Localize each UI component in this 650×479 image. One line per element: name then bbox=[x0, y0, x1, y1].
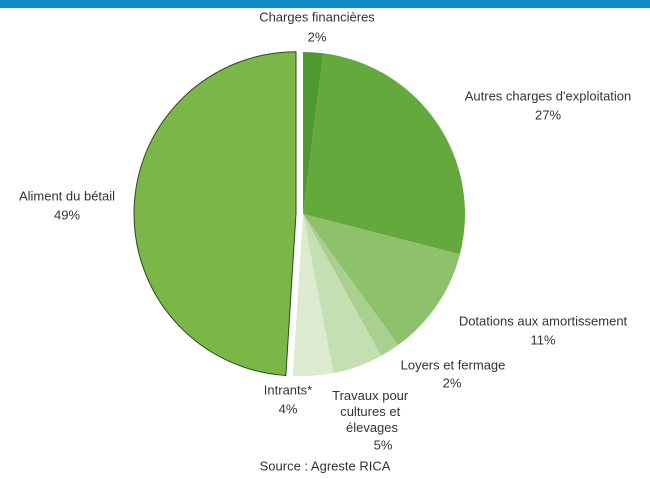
slice-value-label: 2% bbox=[308, 29, 327, 44]
slice-value-label: 4% bbox=[279, 401, 298, 416]
slice-value-label: 11% bbox=[530, 332, 555, 347]
pie-slice bbox=[303, 214, 382, 374]
pie-slice bbox=[292, 214, 334, 376]
slice-label: Autres charges d'exploitation bbox=[465, 88, 632, 103]
slice-value-label: 49% bbox=[54, 207, 80, 222]
slice-label: Dotations aux amortissement bbox=[459, 313, 628, 328]
pie-slice bbox=[133, 51, 297, 376]
slice-label: Intrants* bbox=[264, 382, 312, 397]
slice-label: Loyers et fermage bbox=[401, 357, 506, 372]
slice-value-label: 27% bbox=[535, 107, 561, 122]
pie-slice bbox=[303, 53, 465, 255]
header-bar bbox=[0, 0, 650, 8]
slice-label: Charges financières bbox=[259, 9, 375, 24]
slice-value-label: 5% bbox=[374, 437, 393, 452]
slice-label: Travaux pour cultures et élevages bbox=[332, 388, 412, 435]
source: Source : Agreste RICA bbox=[260, 458, 391, 473]
pie-slice bbox=[303, 214, 460, 346]
pie-slice bbox=[303, 52, 324, 214]
slice-value-label: 2% bbox=[443, 375, 462, 390]
pie-slice bbox=[303, 214, 399, 356]
slice-label: Aliment du bétail bbox=[19, 188, 115, 203]
